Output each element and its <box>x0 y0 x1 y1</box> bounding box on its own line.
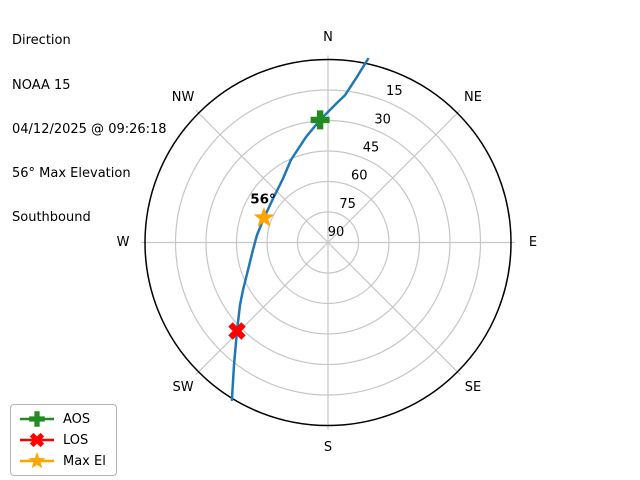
legend-label-los: LOS <box>63 432 89 448</box>
Max El-legend-marker <box>28 451 46 469</box>
max-elevation-text: 56° Max Elevation <box>12 165 131 181</box>
aos-marker <box>310 110 330 130</box>
satellite-name: NOAA 15 <box>12 77 71 93</box>
star-marker-shape <box>28 451 46 469</box>
window-title: Direction <box>12 33 71 49</box>
compass-spoke-ne <box>327 109 461 243</box>
LOS-legend-marker <box>29 432 45 448</box>
max-elevation-annotation: 56° <box>250 191 276 207</box>
los-marker <box>228 322 246 340</box>
legend-item-los: LOS <box>18 430 106 450</box>
elevation-tick-label-15: 15 <box>386 84 403 99</box>
compass-label-ne: NE <box>464 90 482 105</box>
satellite-track <box>230 57 370 402</box>
compass-label-nw: NW <box>172 90 195 105</box>
compass-label-w: W <box>117 235 130 250</box>
compass-spoke-se <box>327 242 461 376</box>
elevation-tick-label-75: 75 <box>339 197 356 212</box>
max-el-star-icon <box>20 451 54 469</box>
compass-spoke-sw <box>195 242 329 376</box>
legend-label-maxel: Max El <box>63 453 106 469</box>
elevation-tick-label-30: 30 <box>374 112 391 127</box>
x-marker-shape <box>228 322 246 340</box>
compass-spoke-nw <box>195 109 329 243</box>
maxel-marker <box>253 206 275 227</box>
elevation-tick-label-60: 60 <box>351 169 368 184</box>
elevation-tick-label-45: 45 <box>363 140 380 155</box>
star-marker-shape <box>253 206 275 227</box>
elevation-tick-label-90: 90 <box>328 225 345 240</box>
plus-marker-shape <box>310 110 330 130</box>
compass-label-s: S <box>324 440 332 455</box>
los-x-icon <box>20 432 54 448</box>
x-marker-shape <box>29 432 45 448</box>
AOS-legend-marker <box>29 411 45 427</box>
aos-plus-icon <box>20 411 54 427</box>
legend: AOS LOS Max El <box>10 404 117 476</box>
plus-marker-shape <box>29 411 45 427</box>
pass-direction-text: Southbound <box>12 209 91 225</box>
compass-label-sw: SW <box>172 380 193 395</box>
compass-label-se: SE <box>465 380 481 395</box>
legend-label-aos: AOS <box>63 411 91 427</box>
pass-info-header: Direction NOAA 15 04/12/2025 @ 09:26:18 … <box>12 5 167 240</box>
horizon-circle <box>144 58 512 427</box>
compass-label-n: N <box>323 30 333 45</box>
legend-item-aos: AOS <box>18 409 106 429</box>
pass-timestamp: 04/12/2025 @ 09:26:18 <box>12 121 167 137</box>
compass-label-e: E <box>529 235 537 250</box>
legend-item-maxel: Max El <box>18 451 106 471</box>
